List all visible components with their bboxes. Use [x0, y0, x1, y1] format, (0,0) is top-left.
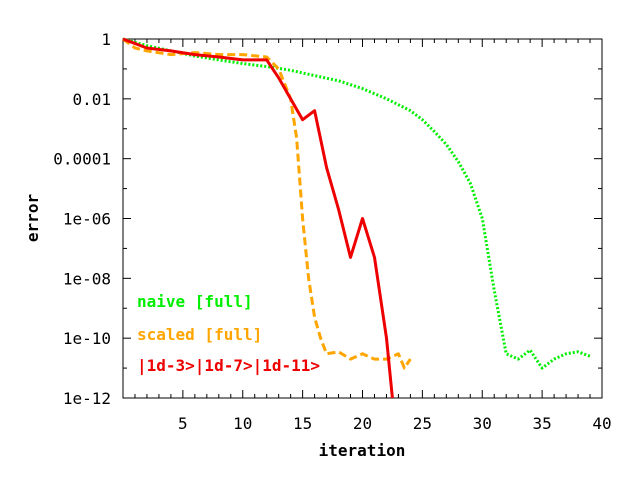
x-tick-label: 35: [532, 414, 551, 433]
y-tick-label: 0.0001: [53, 150, 111, 169]
legend-entry-3: |1d-3>|1d-7>|1d-11>: [137, 356, 320, 376]
y-tick-label: 1e-10: [63, 329, 111, 348]
ticks: 5 10 15 20 25 30 35 40 1 0.01 0.0001 1e-06 1e-08 1e-1…: [53, 30, 611, 433]
x-tick-label: 25: [413, 414, 432, 433]
x-tick-label: 10: [233, 414, 252, 433]
x-tick-label: 15: [293, 414, 312, 433]
x-axis-label: iteration: [319, 441, 406, 460]
legend-entry-1: naive [full]: [137, 292, 253, 311]
x-tick-label: 40: [592, 414, 611, 433]
y-tick-label: 0.01: [72, 90, 111, 109]
y-tick-label: 1e-08: [63, 269, 111, 288]
series-layer: [122, 37, 591, 399]
legend: naive [full] scaled [full] |1d-3>|1d-7>|1d…: [137, 292, 320, 376]
legend-entry-2: scaled [full]: [137, 325, 262, 344]
series-line-1: [122, 37, 591, 370]
series-line-2: [122, 37, 412, 370]
x-tick-label: 30: [473, 414, 492, 433]
x-tick-label: 5: [178, 414, 188, 433]
x-tick-label: 20: [353, 414, 372, 433]
series-line-3: [122, 37, 394, 399]
y-axis-label: error: [23, 194, 42, 242]
y-tick-label: 1e-12: [63, 389, 111, 408]
y-tick-label: 1e-06: [63, 210, 111, 229]
y-tick-label: 1: [101, 30, 111, 49]
